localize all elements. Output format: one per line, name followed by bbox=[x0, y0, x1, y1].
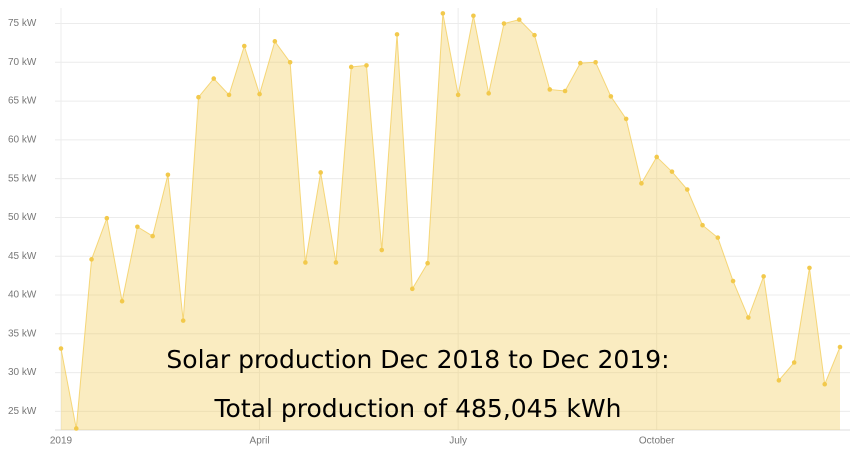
point bbox=[272, 39, 278, 44]
point bbox=[333, 260, 339, 265]
y-tick-label: 70 kW bbox=[8, 57, 37, 68]
y-tick-label: 60 kW bbox=[8, 135, 37, 146]
line bbox=[60, 13, 841, 429]
point bbox=[348, 64, 354, 70]
point bbox=[379, 247, 385, 253]
point bbox=[608, 94, 614, 99]
point bbox=[119, 298, 125, 304]
y-tick-label: 75 kW bbox=[8, 18, 37, 29]
point bbox=[547, 87, 553, 92]
point bbox=[822, 381, 828, 387]
point bbox=[700, 222, 705, 228]
point bbox=[287, 60, 293, 65]
y-tick-label: 65 kW bbox=[8, 96, 37, 107]
point bbox=[440, 11, 446, 16]
y-tick-label: 30 kW bbox=[8, 367, 37, 378]
point bbox=[394, 32, 400, 37]
point bbox=[562, 88, 568, 94]
y-tick-label: 45 kW bbox=[8, 251, 37, 262]
y-tick-label: 50 kW bbox=[8, 212, 37, 223]
y-tick-label: 55 kW bbox=[8, 173, 37, 184]
y-tick-label: 40 kW bbox=[8, 290, 37, 301]
annotation: Solar production Dec 2018 to Dec 2019: bbox=[166, 345, 669, 374]
point bbox=[471, 13, 476, 19]
point bbox=[73, 426, 79, 431]
point bbox=[532, 32, 537, 38]
point bbox=[791, 360, 797, 365]
point bbox=[639, 181, 644, 186]
y-tick-label: 25 kW bbox=[8, 406, 37, 417]
point bbox=[486, 91, 491, 96]
point bbox=[58, 346, 64, 351]
point bbox=[654, 154, 660, 160]
point bbox=[501, 21, 507, 26]
point bbox=[578, 60, 583, 66]
x-tick-label: 2019 bbox=[50, 436, 73, 447]
x-tick-label: October bbox=[639, 436, 675, 447]
point bbox=[165, 172, 171, 178]
point bbox=[257, 91, 262, 97]
point bbox=[135, 224, 140, 230]
point bbox=[364, 63, 369, 68]
annotation: Total production of 485,045 kWh bbox=[214, 394, 622, 423]
point bbox=[761, 274, 766, 279]
point bbox=[425, 260, 430, 266]
point bbox=[516, 17, 522, 22]
point bbox=[303, 260, 308, 265]
point bbox=[684, 187, 690, 192]
point bbox=[455, 92, 461, 98]
point bbox=[410, 286, 415, 292]
point bbox=[180, 318, 186, 323]
point bbox=[211, 76, 217, 81]
point bbox=[669, 169, 675, 174]
point bbox=[837, 344, 843, 350]
point bbox=[730, 278, 736, 284]
point bbox=[593, 60, 598, 65]
point bbox=[89, 257, 94, 262]
point bbox=[807, 265, 812, 271]
point bbox=[715, 235, 721, 240]
point bbox=[746, 315, 751, 320]
point bbox=[241, 43, 247, 49]
point bbox=[776, 378, 782, 383]
y-tick-label: 35 kW bbox=[8, 328, 37, 339]
x-tick-label: April bbox=[250, 436, 270, 447]
area bbox=[61, 13, 840, 431]
point bbox=[150, 233, 155, 239]
plot-area: 25 kW 30 kW 35 kW 40 kW 45 kW 50 kW 55 kW 60 kW… bbox=[8, 8, 850, 447]
x-tick-label: July bbox=[449, 436, 467, 447]
point bbox=[196, 94, 201, 100]
point bbox=[623, 116, 629, 122]
point bbox=[104, 215, 110, 221]
point bbox=[318, 170, 323, 175]
point bbox=[226, 92, 232, 98]
